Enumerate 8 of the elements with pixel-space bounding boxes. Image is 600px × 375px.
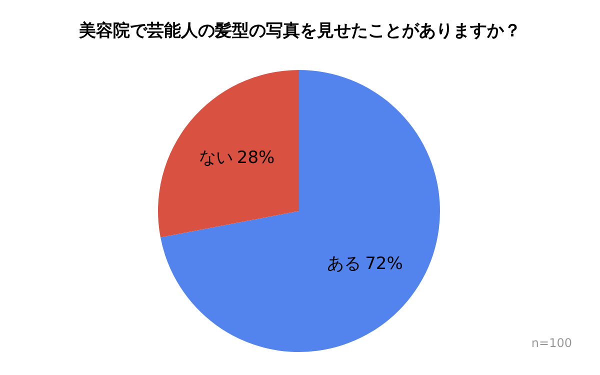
data-label: 28% (236, 148, 275, 168)
text: n=100 (531, 336, 572, 350)
chart-title: 美容院で芸能人の髪型の写真を見せたことがありますか？ (78, 21, 521, 41)
pie-slice (160, 70, 440, 352)
pie-slice (158, 70, 299, 238)
slice-label: ある (327, 254, 362, 274)
data-label: 72% (365, 254, 403, 274)
slice-label: ない (198, 148, 233, 168)
